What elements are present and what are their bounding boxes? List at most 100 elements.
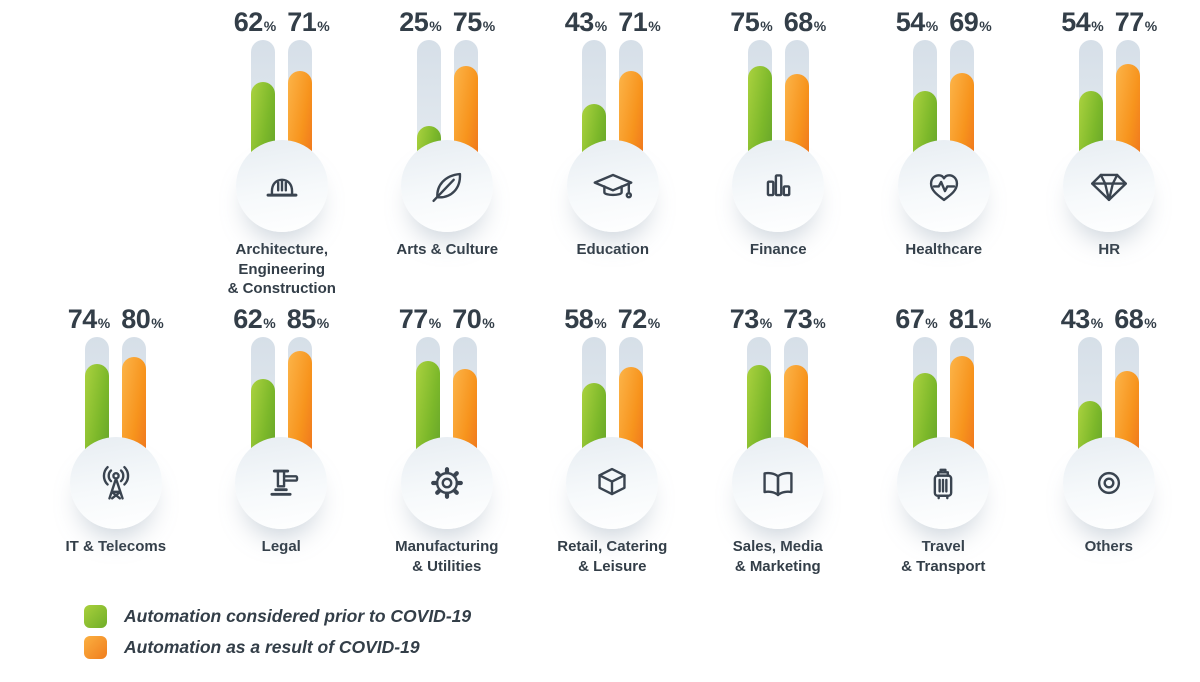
category-finance: 75% 68% Finance	[696, 6, 862, 299]
category-label: Arts & Culture	[396, 241, 499, 258]
category-arts-culture: 25% 75% Arts & Culture	[365, 6, 531, 299]
category-label: Education	[576, 241, 649, 258]
category-retail-catering-leisure: 58% 72% Retail, Catering & Leisure	[530, 303, 696, 576]
percent-sign: %	[317, 17, 330, 34]
percent-sign: %	[151, 314, 164, 331]
legend-item-result: Automation as a result of COVID-19	[84, 634, 471, 660]
prior-value: 25%	[399, 6, 442, 37]
percent-sign: %	[648, 17, 661, 34]
bar-pair	[897, 337, 990, 529]
category-values: 74% 80%	[68, 303, 164, 335]
category-values: 54% 69%	[896, 6, 992, 38]
percent-sign: %	[759, 314, 773, 331]
prior-value: 62%	[233, 6, 277, 37]
result-value: 85%	[286, 303, 330, 334]
heart-pulse-icon	[929, 174, 958, 202]
prior-value: 58%	[564, 303, 607, 334]
result-value: 77%	[1114, 6, 1158, 37]
bar-pair	[69, 337, 162, 529]
feather-icon	[432, 172, 462, 203]
percent-sign: %	[1144, 17, 1158, 34]
suitcase-icon	[933, 468, 953, 500]
bar-pair	[1063, 40, 1156, 232]
percent-sign: %	[97, 314, 111, 331]
category-values: 54% 77%	[1061, 6, 1157, 38]
category-label: Finance	[749, 241, 807, 258]
category-values: 73% 73%	[730, 303, 826, 335]
result-value: 70%	[452, 303, 495, 334]
result-value: 68%	[783, 6, 827, 37]
category-label: Travel & Transport	[901, 538, 986, 575]
bar-pair	[566, 40, 659, 232]
category-icon-circle	[732, 140, 825, 232]
category-label: Architecture, Engineering & Construction	[227, 241, 336, 297]
category-label: Healthcare	[905, 241, 983, 258]
category-legal: 62% 85% Legal	[199, 303, 365, 576]
chart-row-1: 62% 71% Architecture, Engineering & Constru…	[199, 6, 1192, 299]
category-label: Sales, Media & Marketing	[732, 538, 823, 575]
bar-pair	[1062, 337, 1155, 529]
percent-sign: %	[1091, 17, 1104, 34]
bar-chart-icon	[766, 174, 791, 197]
prior-value: 43%	[564, 6, 608, 37]
category-icon-circle	[400, 437, 493, 529]
legend-item-prior: Automation considered prior to COVID-19	[84, 603, 471, 629]
category-values: 43% 68%	[1061, 303, 1157, 335]
prior-value: 74%	[67, 303, 111, 334]
percent-sign: %	[647, 314, 661, 331]
category-icon-circle	[69, 437, 162, 529]
bar-pair	[235, 337, 328, 529]
prior-value: 77%	[398, 303, 442, 334]
prior-value: 62%	[233, 303, 276, 334]
category-icon-circle	[235, 437, 328, 529]
result-value: 81%	[948, 303, 992, 334]
category-manufacturing-utilities: 77% 70% Manufacturing & Utilities	[364, 303, 530, 576]
result-value: 68%	[1114, 303, 1157, 334]
percent-sign: %	[760, 17, 773, 34]
percent-sign: %	[263, 314, 276, 331]
bar-pair	[235, 40, 328, 232]
target-icon	[1097, 471, 1120, 495]
legend-swatch-prior	[84, 604, 107, 628]
percent-sign: %	[594, 314, 607, 331]
percent-sign: %	[925, 17, 939, 34]
category-architecture-engineering-construction: 62% 71% Architecture, Engineering & Constru…	[199, 6, 365, 299]
prior-value: 75%	[730, 6, 773, 37]
percent-sign: %	[978, 314, 992, 331]
result-value: 71%	[287, 6, 330, 37]
result-value: 80%	[121, 303, 164, 334]
category-icon-circle	[897, 140, 990, 232]
percent-sign: %	[1090, 314, 1104, 331]
category-values: 75% 68%	[730, 6, 826, 38]
prior-value: 54%	[895, 6, 939, 37]
category-icon-circle	[566, 140, 659, 232]
category-others: 43% 68% Others	[1026, 303, 1192, 576]
category-label: Others	[1084, 538, 1133, 555]
category-label: Manufacturing & Utilities	[395, 538, 499, 575]
category-values: 62% 85%	[233, 303, 329, 335]
antenna-icon	[102, 465, 129, 500]
category-hr: 54% 77% HR	[1027, 6, 1193, 299]
category-values: 77% 70%	[399, 303, 495, 335]
bar-pair	[566, 337, 659, 529]
result-value: 72%	[617, 303, 661, 334]
gear-icon	[430, 467, 463, 499]
category-values: 43% 71%	[565, 6, 661, 38]
category-icon-circle	[897, 437, 990, 529]
category-sales-media-marketing: 73% 73% Sales, Media & Marketing	[695, 303, 861, 576]
category-values: 67% 81%	[895, 303, 991, 335]
result-value: 75%	[452, 6, 496, 37]
result-value: 69%	[949, 6, 992, 37]
box-icon	[598, 467, 626, 496]
category-label: HR	[1098, 241, 1121, 258]
percent-sign: %	[979, 17, 992, 34]
gavel-icon	[270, 469, 299, 496]
legend: Automation considered prior to COVID-19 …	[84, 603, 471, 660]
category-icon-circle	[1062, 437, 1155, 529]
prior-value: 73%	[729, 303, 773, 334]
category-icon-circle	[566, 437, 659, 529]
category-label: Retail, Catering & Leisure	[557, 538, 668, 575]
category-values: 25% 75%	[399, 6, 495, 38]
category-icon-circle	[401, 140, 494, 232]
